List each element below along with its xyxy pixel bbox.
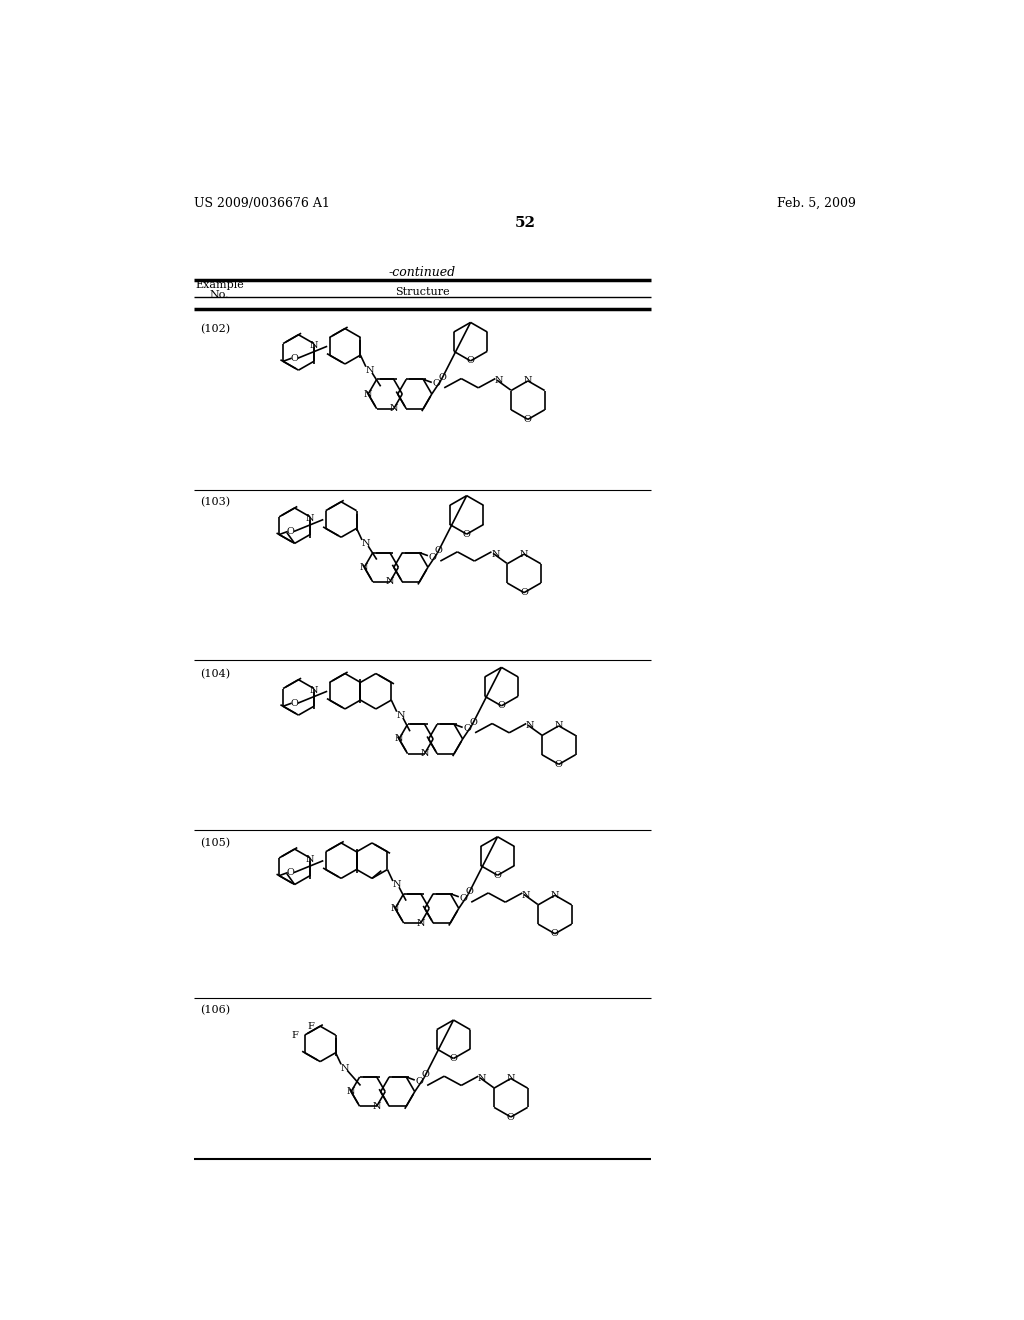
Text: N: N xyxy=(341,1064,349,1073)
Text: Feb. 5, 2009: Feb. 5, 2009 xyxy=(777,197,856,210)
Text: N: N xyxy=(421,750,429,758)
Text: N: N xyxy=(507,1074,515,1082)
Text: O: O xyxy=(520,589,528,597)
Text: O: O xyxy=(435,546,442,554)
Text: N: N xyxy=(523,376,532,385)
Text: N: N xyxy=(417,919,425,928)
Text: (105): (105) xyxy=(200,838,229,849)
Text: (102): (102) xyxy=(200,323,229,334)
Text: Example: Example xyxy=(196,280,244,290)
Text: N: N xyxy=(492,549,500,558)
Text: N: N xyxy=(392,880,401,890)
Text: O: O xyxy=(438,372,446,381)
Text: O: O xyxy=(422,1071,429,1080)
Text: N: N xyxy=(361,540,370,548)
Text: O: O xyxy=(524,414,531,424)
Text: N: N xyxy=(347,1088,355,1096)
Text: N: N xyxy=(389,404,398,413)
Text: O: O xyxy=(470,718,477,726)
Text: N: N xyxy=(495,376,504,385)
Text: O: O xyxy=(287,527,295,536)
Text: N: N xyxy=(526,721,535,730)
Text: 52: 52 xyxy=(514,216,536,230)
Text: N: N xyxy=(306,513,314,523)
Text: O: O xyxy=(494,871,502,879)
Text: Structure: Structure xyxy=(395,288,450,297)
Text: O: O xyxy=(498,701,506,710)
Text: N: N xyxy=(555,721,563,730)
Text: O: O xyxy=(507,1113,515,1122)
Text: O: O xyxy=(450,1055,458,1063)
Text: O: O xyxy=(466,887,473,896)
Text: N: N xyxy=(522,891,530,900)
Text: O: O xyxy=(432,379,440,388)
Text: N: N xyxy=(396,711,404,719)
Text: O: O xyxy=(429,553,436,562)
Text: N: N xyxy=(395,734,403,743)
Text: F: F xyxy=(292,1031,299,1040)
Text: US 2009/0036676 A1: US 2009/0036676 A1 xyxy=(194,197,330,210)
Text: No.: No. xyxy=(210,290,229,301)
Text: (103): (103) xyxy=(200,498,229,507)
Text: (104): (104) xyxy=(200,669,229,680)
Text: O: O xyxy=(416,1077,423,1086)
Text: O: O xyxy=(287,869,295,876)
Text: N: N xyxy=(309,685,318,694)
Text: O: O xyxy=(463,529,471,539)
Text: N: N xyxy=(366,366,374,375)
Text: N: N xyxy=(478,1074,486,1082)
Text: -continued: -continued xyxy=(389,265,456,279)
Text: (106): (106) xyxy=(200,1006,229,1015)
Text: N: N xyxy=(520,549,528,558)
Text: N: N xyxy=(551,891,559,900)
Text: N: N xyxy=(386,577,394,586)
Text: O: O xyxy=(555,760,563,768)
Text: O: O xyxy=(291,354,299,363)
Text: O: O xyxy=(460,894,467,903)
Text: O: O xyxy=(551,929,559,939)
Text: N: N xyxy=(364,389,373,399)
Text: N: N xyxy=(373,1102,381,1111)
Text: N: N xyxy=(309,341,318,350)
Text: N: N xyxy=(306,855,314,865)
Text: N: N xyxy=(360,562,369,572)
Text: N: N xyxy=(391,904,399,913)
Text: O: O xyxy=(464,725,471,734)
Text: O: O xyxy=(467,356,474,366)
Text: F: F xyxy=(307,1022,314,1031)
Text: O: O xyxy=(291,698,299,708)
